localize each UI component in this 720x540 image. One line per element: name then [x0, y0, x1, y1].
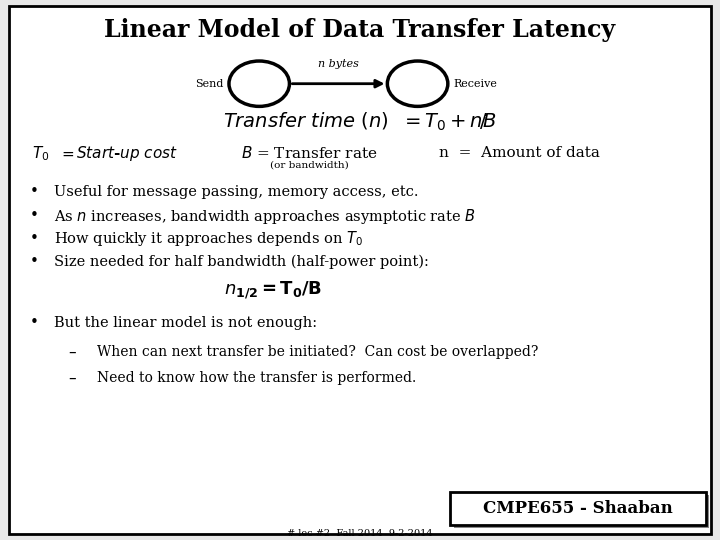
- Text: # lec #2  Fall 2014  9-2-2014: # lec #2 Fall 2014 9-2-2014: [287, 529, 433, 538]
- Text: Receive: Receive: [454, 79, 498, 89]
- FancyBboxPatch shape: [454, 495, 709, 528]
- Text: n bytes: n bytes: [318, 59, 359, 69]
- Text: $\mathit{Transfer\ time\ (n)}$  $= T_0 + n\!/\!B$: $\mathit{Transfer\ time\ (n)}$ $= T_0 + …: [223, 110, 497, 133]
- Text: Send: Send: [195, 79, 223, 89]
- Text: –: –: [68, 345, 76, 360]
- Text: Useful for message passing, memory access, etc.: Useful for message passing, memory acces…: [54, 185, 418, 199]
- FancyBboxPatch shape: [450, 492, 706, 525]
- Text: $=$: $=$: [59, 146, 75, 160]
- Text: •: •: [30, 208, 39, 224]
- Text: •: •: [30, 315, 39, 330]
- Text: n  =  Amount of data: n = Amount of data: [439, 146, 600, 160]
- Text: $\mathit{Start}$-$\mathit{up\ cost}$: $\mathit{Start}$-$\mathit{up\ cost}$: [76, 144, 178, 163]
- Text: As $n$ increases, bandwidth approaches asymptotic rate $B$: As $n$ increases, bandwidth approaches a…: [54, 206, 476, 226]
- Text: $T_0$: $T_0$: [32, 144, 50, 163]
- Circle shape: [387, 61, 448, 106]
- FancyBboxPatch shape: [9, 6, 711, 534]
- Text: •: •: [30, 231, 39, 246]
- Text: But the linear model is not enough:: But the linear model is not enough:: [54, 316, 317, 330]
- Text: Linear Model of Data Transfer Latency: Linear Model of Data Transfer Latency: [104, 18, 616, 42]
- Text: –: –: [68, 370, 76, 386]
- Text: Size needed for half bandwidth (half-power point):: Size needed for half bandwidth (half-pow…: [54, 255, 429, 269]
- Text: CMPE655 - Shaaban: CMPE655 - Shaaban: [483, 500, 672, 517]
- Text: $\mathbf{\mathit{n}_{1/2} = T_0 / B}$: $\mathbf{\mathit{n}_{1/2} = T_0 / B}$: [225, 280, 323, 301]
- Circle shape: [229, 61, 289, 106]
- Text: When can next transfer be initiated?  Can cost be overlapped?: When can next transfer be initiated? Can…: [97, 345, 539, 359]
- Text: (or bandwidth): (or bandwidth): [270, 160, 348, 169]
- Text: $B$ = Transfer rate: $B$ = Transfer rate: [241, 145, 378, 161]
- Text: Need to know how the transfer is performed.: Need to know how the transfer is perform…: [97, 371, 416, 385]
- Text: •: •: [30, 254, 39, 269]
- Text: How quickly it approaches depends on $T_0$: How quickly it approaches depends on $T_…: [54, 229, 363, 248]
- Text: •: •: [30, 184, 39, 199]
